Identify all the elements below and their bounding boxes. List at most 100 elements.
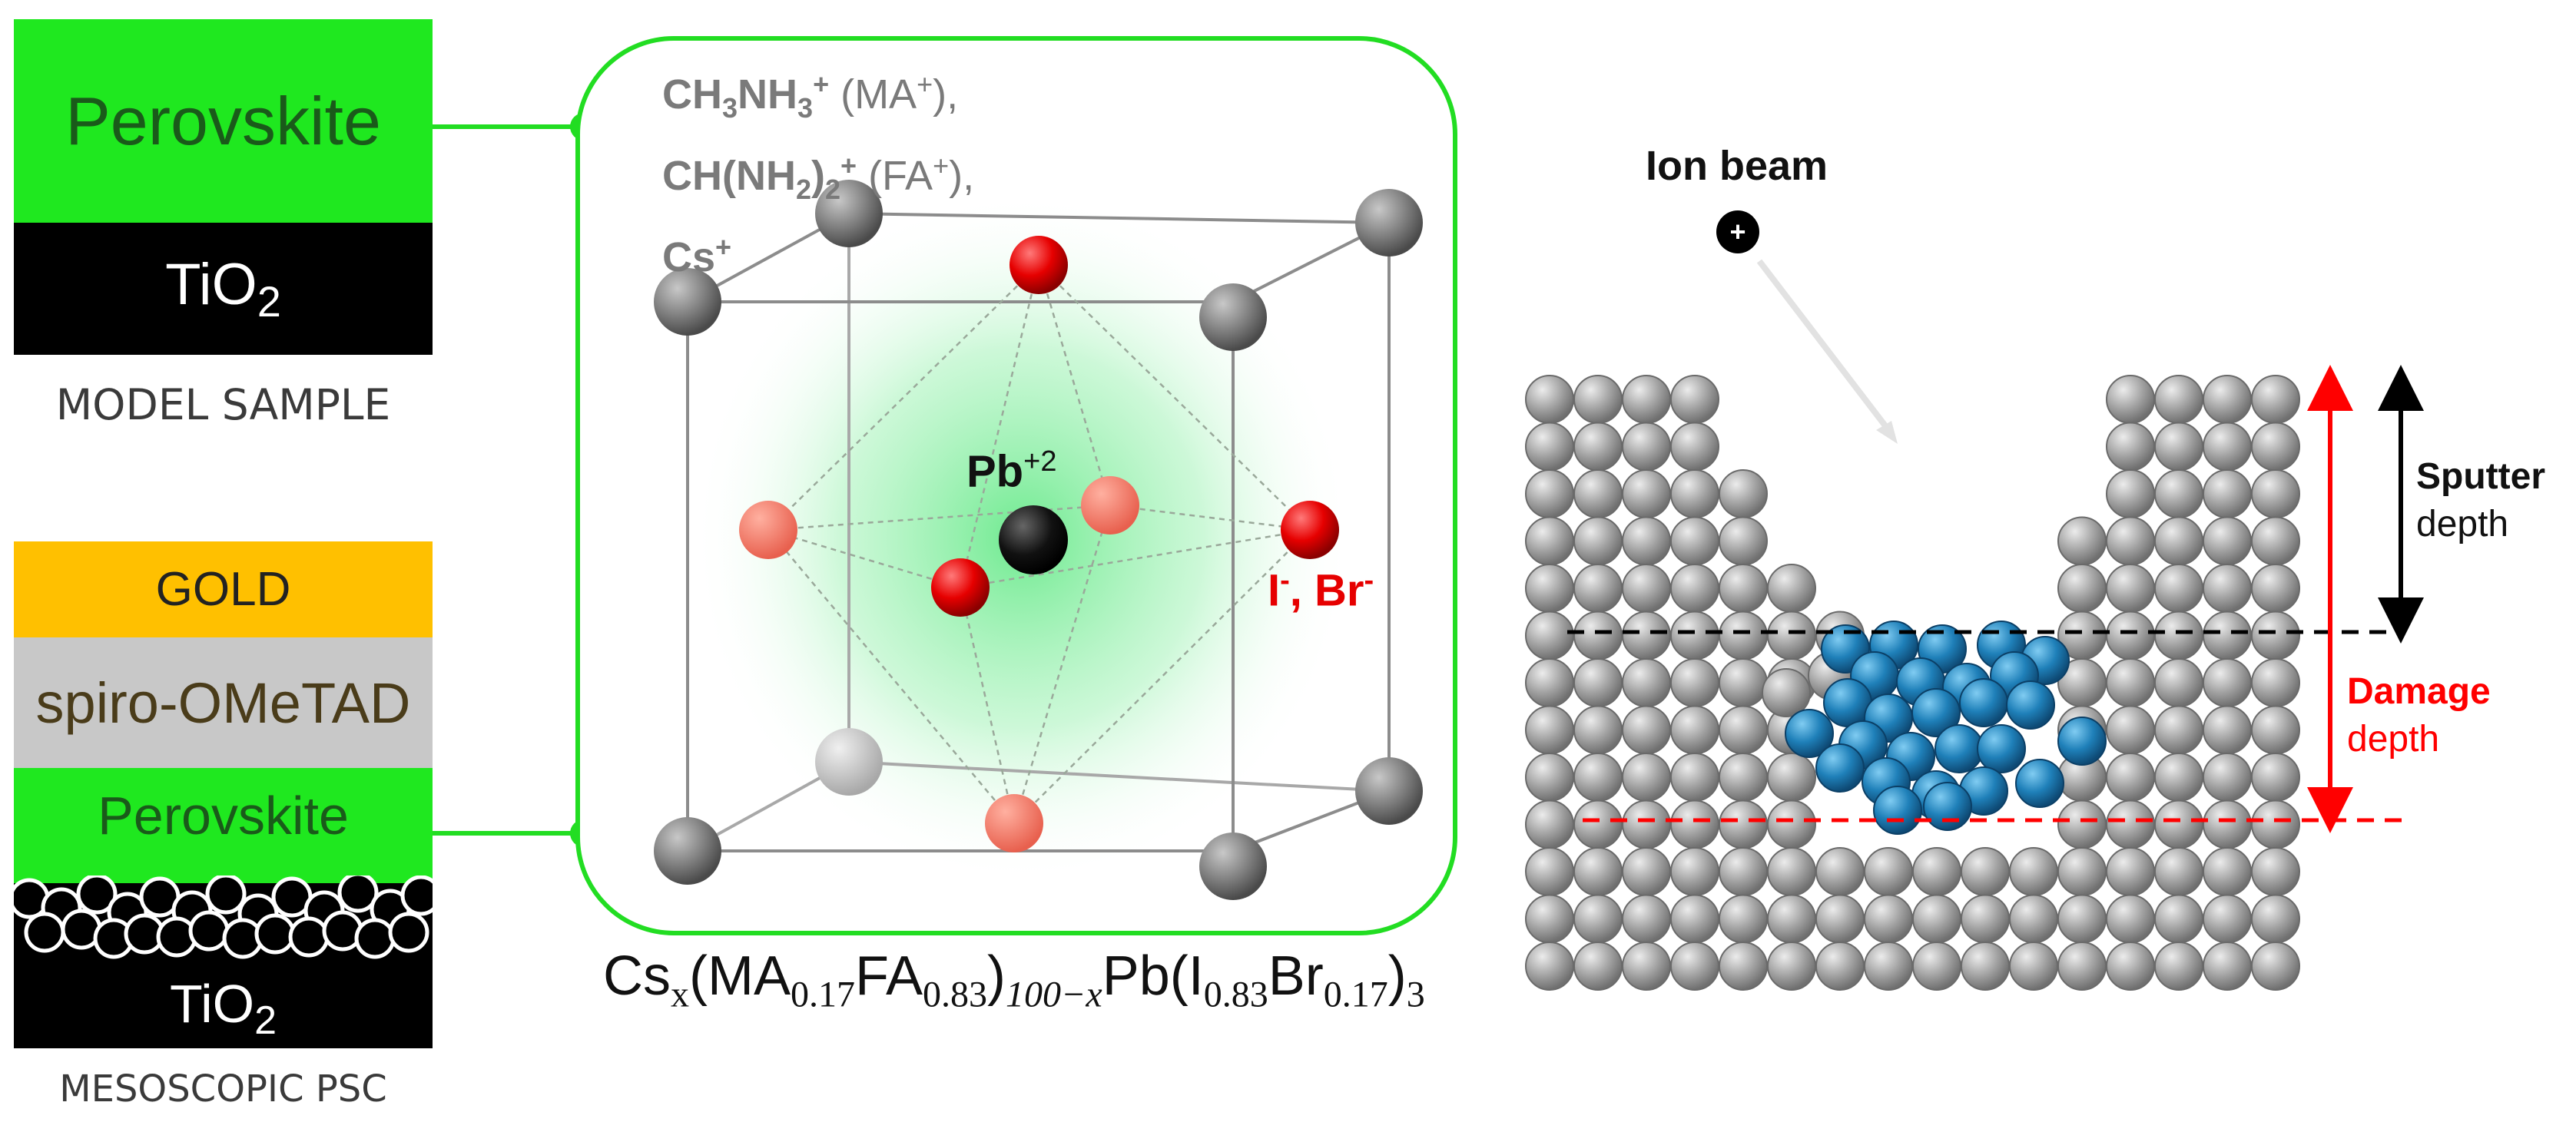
- substrate-atom: [1525, 894, 1574, 944]
- substrate-atom: [2106, 469, 2155, 518]
- formula-ma: (MA: [689, 945, 791, 1007]
- substrate-atom: [1670, 894, 1719, 944]
- substrate-atom: [1670, 658, 1719, 707]
- formula-fa: FA: [854, 945, 923, 1007]
- substrate-atom: [1815, 894, 1865, 944]
- substrate-atom: [2154, 753, 2203, 802]
- substrate-atom: [2203, 753, 2252, 802]
- cs-plus: +: [715, 230, 732, 263]
- sputter-word: Sputter: [2416, 456, 2545, 497]
- substrate-atom: [2203, 564, 2252, 613]
- substrate-atom: [1525, 753, 1574, 802]
- ion-beam-projectile: [1716, 210, 1898, 444]
- substrate-atom: [1622, 611, 1671, 660]
- substrate-atom: [1767, 799, 1816, 849]
- substrate-atom: [1670, 375, 1719, 424]
- ion-plus-label: +: [1729, 216, 1746, 247]
- substrate-atom: [2106, 847, 2155, 896]
- perovskite-formula: Csx(MA0.17FA0.83)100−xPb(I0.83Br0.17)3: [603, 945, 1425, 1015]
- psc-spiro-layer: spiro-OMeTAD: [14, 637, 433, 768]
- a-site-atom: [1355, 757, 1423, 825]
- b-site-atom: [999, 505, 1068, 574]
- substrate-atom: [2106, 942, 2155, 991]
- model-sample-caption: MODEL SAMPLE: [55, 380, 391, 429]
- substrate-atom: [2203, 375, 2252, 424]
- a-site-atom: [654, 817, 721, 885]
- substrate-atom: [1622, 847, 1671, 896]
- substrate-atom: [1719, 611, 1768, 660]
- formula-end: ): [1387, 945, 1407, 1007]
- x-site-atoms: [739, 236, 1339, 852]
- substrate-atom: [1670, 799, 1719, 849]
- pb-charge: +2: [1023, 445, 1057, 478]
- substrate-atom: [2203, 516, 2252, 566]
- substrate-atom: [2106, 799, 2155, 849]
- substrate-atom: [1573, 705, 1623, 755]
- substrate-atom: [1719, 799, 1768, 849]
- substrate-atom: [1525, 799, 1574, 849]
- a-site-atoms: [654, 180, 1423, 900]
- implanted-atom: [1934, 724, 1984, 773]
- a-site-atom: [654, 268, 721, 336]
- substrate-atom: [1670, 705, 1719, 755]
- formula-i-sub: 0.83: [1203, 974, 1268, 1015]
- ma-sub3a: 3: [722, 91, 738, 124]
- substrate-atom: [2154, 705, 2203, 755]
- i-charge: -: [1280, 564, 1290, 597]
- cs-main: Cs: [662, 233, 716, 280]
- substrate-atom: [1622, 753, 1671, 802]
- pb-text: Pb: [966, 446, 1024, 497]
- substrate-atom: [1719, 753, 1768, 802]
- substrate-atom: [2106, 375, 2155, 424]
- a-site-line-fa: CH(NH2)2+ (FA+),: [662, 137, 974, 218]
- ma-end: ),: [933, 71, 959, 118]
- fa-end: ),: [949, 152, 975, 199]
- substrate-atom: [2106, 894, 2155, 944]
- substrate-atom: [2251, 422, 2300, 472]
- implanted-atom: [1873, 786, 1922, 835]
- formula-fa-sub: 0.83: [923, 974, 988, 1015]
- a-site-atom: [1199, 283, 1267, 351]
- implanted-atom: [1785, 709, 1834, 758]
- substrate-atom: [2251, 847, 2300, 896]
- formula-x: x: [671, 974, 689, 1015]
- x-site-atom: [739, 501, 797, 559]
- substrate-atom: [2251, 894, 2300, 944]
- substrate-atom: [2154, 564, 2203, 613]
- substrate-atom: [1573, 422, 1623, 472]
- implanted-atom: [1911, 688, 1961, 737]
- implanted-atom: [1977, 724, 2026, 773]
- substrate-atom: [2154, 799, 2203, 849]
- substrate-atom: [1525, 705, 1574, 755]
- ma-sub3b: 3: [797, 91, 814, 124]
- formula-br-sub: 0.17: [1323, 974, 1388, 1015]
- substrate-atom: [1573, 375, 1623, 424]
- substrate-atom: [1719, 942, 1768, 991]
- substrate-atom: [2203, 611, 2252, 660]
- substrate-atom: [1622, 375, 1671, 424]
- psc-tio2-sub: 2: [254, 998, 277, 1043]
- substrate-atom: [2251, 658, 2300, 707]
- implanted-atom: [1923, 782, 1972, 831]
- ma-abbr: (MA: [829, 71, 917, 118]
- substrate-atom: [1815, 847, 1865, 896]
- fa-abbr-plus: +: [933, 149, 950, 181]
- substrate-atom: [1670, 847, 1719, 896]
- psc-tio2-label: TiO2: [170, 973, 277, 1044]
- substrate-atom: [2154, 611, 2203, 660]
- substrate-atom: [1622, 469, 1671, 518]
- implanted-atom: [1815, 743, 1865, 793]
- substrate-atom: [2106, 658, 2155, 707]
- model-tio2-layer: TiO2: [14, 223, 433, 355]
- substrate-atom: [1719, 469, 1768, 518]
- substrate-atom: [1912, 894, 1961, 944]
- substrate-atom: [1525, 564, 1574, 613]
- substrate-atom: [1573, 753, 1623, 802]
- ma-abbr-plus: +: [917, 68, 933, 100]
- br-charge: -: [1364, 564, 1374, 597]
- substrate-atom: [1961, 942, 2010, 991]
- substrate-atom: [2251, 753, 2300, 802]
- formula-ma-sub: 0.17: [790, 974, 855, 1015]
- substrate-atom: [1622, 705, 1671, 755]
- model-tio2-label: TiO2: [165, 251, 281, 326]
